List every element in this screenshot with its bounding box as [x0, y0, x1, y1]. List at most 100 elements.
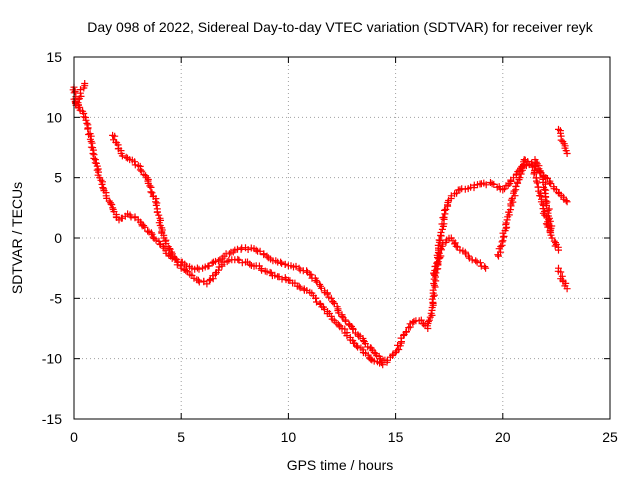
- data-point: [278, 259, 286, 267]
- data-point: [498, 238, 506, 246]
- data-point: [140, 171, 148, 179]
- data-point: [312, 277, 320, 284]
- data-point: [226, 250, 233, 258]
- data-point: [208, 259, 216, 267]
- tick-labels: 0 5 10 15 20 25 -15 -10 -5 0 5 10 15: [42, 49, 618, 445]
- data-point: [295, 282, 303, 290]
- data-point: [497, 243, 505, 250]
- data-point: [434, 258, 441, 266]
- data-point: [144, 227, 152, 235]
- data-point: [507, 196, 515, 204]
- data-point: [551, 242, 559, 250]
- data-point: [182, 267, 190, 275]
- data-point: [435, 236, 443, 244]
- data-point: [555, 246, 562, 254]
- data-point: [530, 170, 538, 178]
- data-point: [431, 283, 439, 291]
- data-point: [500, 232, 508, 240]
- data-point: [148, 189, 156, 197]
- data-point: [146, 182, 154, 190]
- data-point: [379, 361, 387, 369]
- data-point: [482, 264, 490, 272]
- data-point: [214, 257, 222, 265]
- data-point: [177, 264, 185, 272]
- data-point: [557, 136, 565, 144]
- y-tick-label: 10: [46, 109, 62, 125]
- data-point: [205, 277, 213, 285]
- data-point: [481, 263, 489, 271]
- data-point: [141, 223, 149, 231]
- data-point: [307, 271, 315, 279]
- data-point: [152, 236, 160, 244]
- data-point: [261, 267, 269, 275]
- data-point: [541, 186, 549, 193]
- data-point: [118, 152, 126, 160]
- data-point: [277, 258, 285, 266]
- data-point: [152, 201, 160, 209]
- data-point: [97, 176, 105, 184]
- data-point: [441, 206, 448, 214]
- data-point: [546, 214, 553, 222]
- data-point: [82, 116, 90, 124]
- data-point: [323, 290, 331, 298]
- data-point: [546, 217, 554, 225]
- data-point: [147, 188, 155, 196]
- data-point: [77, 86, 84, 94]
- data-point: [296, 266, 304, 274]
- y-axis-title: SDTVAR / TECUs: [9, 182, 25, 294]
- data-point: [244, 246, 252, 253]
- data-point: [234, 255, 242, 263]
- data-point: [524, 158, 532, 165]
- data-point: [504, 181, 512, 189]
- data-point: [563, 150, 571, 157]
- data-point: [260, 251, 268, 259]
- data-point: [327, 294, 335, 302]
- data-point: [516, 174, 524, 182]
- data-point: [424, 318, 432, 325]
- x-tick-label: 20: [495, 429, 511, 445]
- data-point: [111, 132, 119, 140]
- data-point: [81, 80, 89, 87]
- axis-ticks: [73, 56, 611, 420]
- data-point: [313, 298, 320, 306]
- data-point: [453, 189, 461, 197]
- data-point: [173, 261, 181, 269]
- data-point: [499, 186, 507, 194]
- data-point: [439, 240, 447, 248]
- data-point: [195, 265, 203, 273]
- data-point: [223, 258, 231, 266]
- data-point: [440, 213, 448, 221]
- x-tick-label: 15: [388, 429, 404, 445]
- data-point: [215, 266, 222, 274]
- data-point: [338, 312, 346, 320]
- data-point: [562, 197, 570, 205]
- data-point: [329, 298, 337, 306]
- data-point: [468, 256, 476, 264]
- y-tick-label: 0: [54, 230, 62, 246]
- data-point: [256, 247, 264, 255]
- data-point: [438, 246, 445, 254]
- data-point: [99, 184, 107, 192]
- data-point: [155, 211, 163, 219]
- data-point: [557, 268, 565, 276]
- data-point: [131, 158, 139, 166]
- y-tick-label: 5: [54, 170, 62, 186]
- data-point: [352, 342, 360, 350]
- y-tick-label: 15: [46, 49, 62, 65]
- data-point: [476, 259, 484, 267]
- data-point: [212, 270, 219, 278]
- chart-title: Day 098 of 2022, Sidereal Day-to-day VTE…: [87, 19, 593, 35]
- data-point: [537, 169, 545, 177]
- data-point: [472, 257, 480, 265]
- data-point: [488, 180, 496, 188]
- data-point: [312, 294, 320, 302]
- data-point: [517, 168, 525, 176]
- data-point: [296, 284, 304, 292]
- data-point: [510, 187, 518, 195]
- data-point: [533, 177, 540, 185]
- data-point: [563, 198, 571, 206]
- data-point: [425, 316, 433, 324]
- data-point: [430, 281, 438, 289]
- data-point: [370, 357, 378, 365]
